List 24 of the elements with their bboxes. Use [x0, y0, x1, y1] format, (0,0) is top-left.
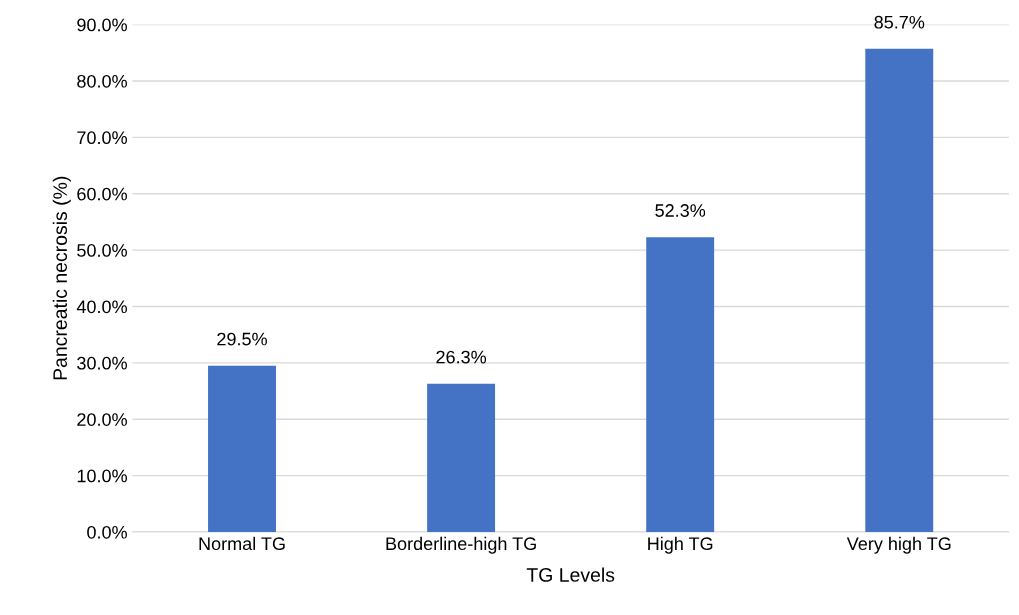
data-label: 52.3%: [655, 204, 706, 217]
y-tick-label: 70.0%: [77, 131, 127, 145]
bar: [208, 365, 276, 532]
bar: [646, 237, 715, 532]
y-tick-label: 90.0%: [77, 18, 127, 32]
y-tick-label: 50.0%: [77, 244, 127, 257]
y-tick-label: 60.0%: [77, 187, 127, 201]
bar: [427, 383, 496, 532]
x-tick-label: Normal TG: [199, 536, 285, 551]
x-axis-title: TG Levels: [526, 567, 615, 582]
data-label: 26.3%: [436, 350, 487, 364]
y-tick-label: 10.0%: [77, 469, 127, 483]
bar: [865, 48, 934, 532]
x-tick-label: Borderline-high TG: [386, 536, 536, 554]
data-label: 85.7%: [874, 15, 925, 29]
x-tick-label: Very high TG: [846, 536, 951, 554]
y-tick-label: 30.0%: [77, 356, 127, 370]
data-label: 29.5%: [217, 332, 267, 346]
y-tick-label: 40.0%: [76, 300, 127, 314]
x-tick-label: High TG: [648, 536, 713, 554]
y-tick-label: 0.0%: [87, 525, 127, 539]
y-axis-title: Pancreatic necrosis (%): [52, 176, 71, 380]
y-tick-label: 20.0%: [77, 413, 127, 426]
y-tick-label: 80.0%: [77, 74, 127, 88]
